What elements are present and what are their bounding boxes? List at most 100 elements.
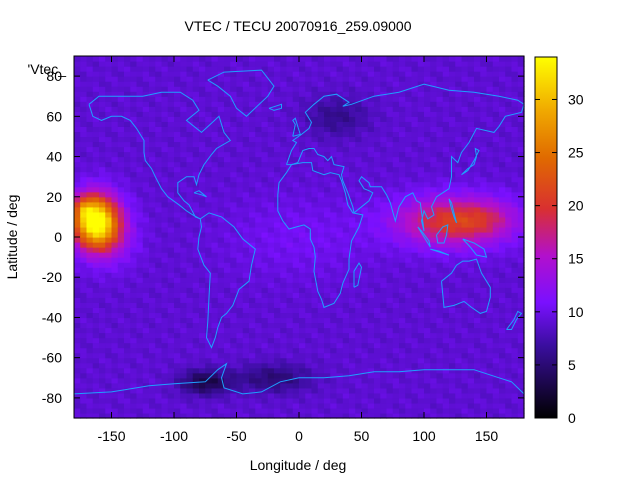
heatmap-cell <box>74 126 81 133</box>
heatmap-cell <box>417 337 425 344</box>
heatmap-cell <box>499 262 506 268</box>
heatmap-cell <box>430 201 438 208</box>
heatmap-cell <box>274 171 281 178</box>
heatmap-cell <box>349 387 356 394</box>
heatmap-cell <box>380 312 388 319</box>
heatmap-cell <box>199 357 206 364</box>
heatmap-cell <box>449 237 456 243</box>
heatmap-cell <box>199 332 206 339</box>
heatmap-cell <box>99 357 106 364</box>
heatmap-cell <box>486 242 494 248</box>
heatmap-cell <box>186 397 194 404</box>
heatmap-cell <box>124 141 131 148</box>
heatmap-cell <box>299 156 306 163</box>
heatmap-cell <box>349 392 356 399</box>
heatmap-cell <box>486 272 494 278</box>
heatmap-cell <box>167 297 175 303</box>
heatmap-cell <box>492 151 500 158</box>
heatmap-cell <box>92 307 100 314</box>
heatmap-cell <box>480 267 488 273</box>
heatmap-cell <box>336 131 344 138</box>
heatmap-cell <box>99 221 106 228</box>
heatmap-cell <box>124 387 131 394</box>
heatmap-cell <box>186 237 194 243</box>
heatmap-cell <box>167 357 175 364</box>
heatmap-cell <box>74 66 81 72</box>
heatmap-cell <box>280 116 288 122</box>
heatmap-cell <box>367 216 375 223</box>
heatmap-cell <box>274 262 281 268</box>
heatmap-cells <box>74 56 525 419</box>
heatmap-cell <box>161 357 169 364</box>
heatmap-cell <box>399 307 406 314</box>
heatmap-cell <box>486 317 494 324</box>
heatmap-cell <box>280 407 288 414</box>
heatmap-cell <box>124 111 131 117</box>
heatmap-cell <box>80 86 88 92</box>
heatmap-cell <box>211 312 219 319</box>
heatmap-cell <box>280 392 288 399</box>
heatmap-cell <box>261 392 269 399</box>
heatmap-cell <box>424 201 431 208</box>
heatmap-cell <box>355 66 363 72</box>
heatmap-cell <box>336 372 344 379</box>
heatmap-cell <box>305 226 313 233</box>
heatmap-cell <box>417 181 425 188</box>
heatmap-cell <box>280 387 288 394</box>
heatmap-cell <box>342 267 350 273</box>
heatmap-cell <box>374 211 381 218</box>
heatmap-cell <box>474 106 481 112</box>
heatmap-cell <box>124 81 131 87</box>
heatmap-cell <box>392 216 400 223</box>
heatmap-cell <box>374 317 381 324</box>
heatmap-cell <box>186 231 194 238</box>
heatmap-cell <box>361 287 369 293</box>
heatmap-cell <box>355 297 363 303</box>
heatmap-cell <box>267 357 275 364</box>
heatmap-cell <box>224 171 231 178</box>
heatmap-cell <box>142 332 150 339</box>
heatmap-cell <box>499 161 506 168</box>
heatmap-cell <box>461 252 469 258</box>
heatmap-cell <box>461 111 469 117</box>
heatmap-cell <box>380 221 388 228</box>
heatmap-cell <box>311 367 319 374</box>
heatmap-cell <box>324 131 331 138</box>
heatmap-cell <box>224 186 231 193</box>
heatmap-cell <box>317 56 325 62</box>
heatmap-cell <box>186 91 194 97</box>
heatmap-cell <box>99 272 106 278</box>
heatmap-cell <box>367 347 375 354</box>
heatmap-cell <box>392 397 400 404</box>
heatmap-cell <box>117 91 125 97</box>
heatmap-cell <box>486 126 494 133</box>
heatmap-cell <box>424 106 431 112</box>
heatmap-cell <box>499 322 506 329</box>
heatmap-cell <box>374 387 381 394</box>
heatmap-cell <box>305 302 313 308</box>
heatmap-cell <box>192 156 200 163</box>
heatmap-cell <box>342 282 350 288</box>
heatmap-cell <box>367 126 375 133</box>
heatmap-cell <box>474 171 481 178</box>
heatmap-cell <box>242 116 250 122</box>
heatmap-cell <box>399 136 406 143</box>
heatmap-cell <box>305 211 313 218</box>
heatmap-cell <box>417 151 425 158</box>
heatmap-cell <box>224 156 231 163</box>
heatmap-cell <box>349 151 356 158</box>
heatmap-cell <box>411 166 419 173</box>
heatmap-cell <box>361 191 369 198</box>
heatmap-cell <box>80 382 88 389</box>
heatmap-cell <box>255 307 263 314</box>
heatmap-cell <box>255 327 263 334</box>
heatmap-cell <box>374 347 381 354</box>
heatmap-cell <box>317 146 325 153</box>
heatmap-cell <box>230 166 238 173</box>
heatmap-cell <box>430 292 438 298</box>
heatmap-cell <box>161 317 169 324</box>
heatmap-cell <box>124 407 131 414</box>
heatmap-cell <box>192 136 200 143</box>
heatmap-cell <box>167 402 175 409</box>
heatmap-cell <box>267 76 275 82</box>
